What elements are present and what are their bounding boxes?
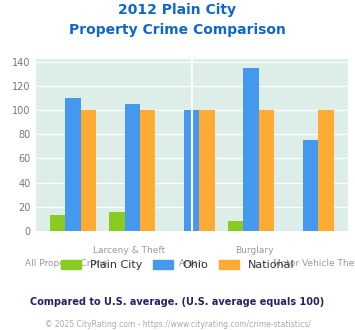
Bar xyxy=(65,98,81,231)
Text: All Property Crime: All Property Crime xyxy=(26,259,108,268)
Text: 2012 Plain City: 2012 Plain City xyxy=(119,3,236,17)
Bar xyxy=(200,110,215,231)
Bar xyxy=(184,110,200,231)
Bar xyxy=(303,140,318,231)
Bar xyxy=(259,110,274,231)
Text: © 2025 CityRating.com - https://www.cityrating.com/crime-statistics/: © 2025 CityRating.com - https://www.city… xyxy=(45,320,310,329)
Bar xyxy=(109,212,125,231)
Text: Larceny & Theft: Larceny & Theft xyxy=(93,246,165,255)
Bar xyxy=(125,104,140,231)
Bar xyxy=(81,110,96,231)
Bar xyxy=(50,215,65,231)
Text: Property Crime Comparison: Property Crime Comparison xyxy=(69,23,286,37)
Bar xyxy=(318,110,334,231)
Bar xyxy=(228,221,244,231)
Text: Burglary: Burglary xyxy=(235,246,273,255)
Text: Arson: Arson xyxy=(179,259,204,268)
Bar xyxy=(244,68,259,231)
Bar xyxy=(140,110,155,231)
Legend: Plain City, Ohio, National: Plain City, Ohio, National xyxy=(56,256,299,275)
Text: Motor Vehicle Theft: Motor Vehicle Theft xyxy=(273,259,355,268)
Text: Compared to U.S. average. (U.S. average equals 100): Compared to U.S. average. (U.S. average … xyxy=(31,297,324,307)
